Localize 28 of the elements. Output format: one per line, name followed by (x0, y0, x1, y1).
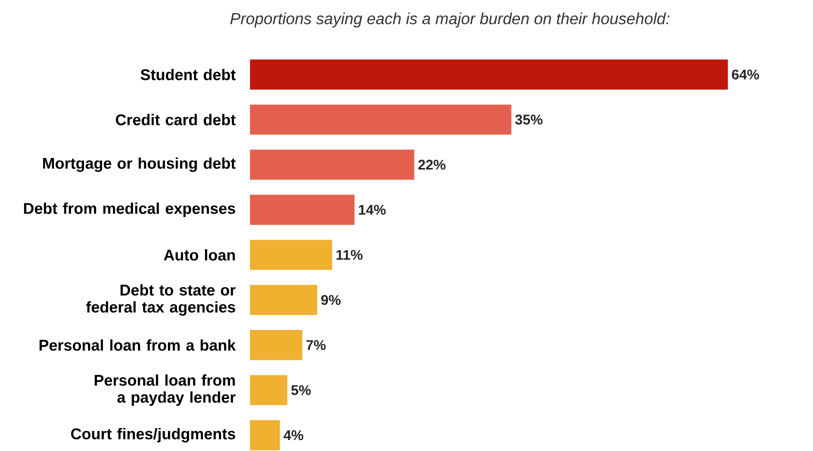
bar (250, 194, 355, 225)
y-tick-label: Debt to state or federal tax agencies (86, 284, 236, 316)
bar (250, 284, 318, 316)
data-label: 35% (515, 114, 543, 125)
bar (250, 150, 414, 180)
bar (250, 420, 280, 450)
y-tick-label: Court fines/judgments (71, 428, 236, 442)
y-tick-label: Credit card debt (116, 114, 236, 126)
data-label: 22% (418, 160, 446, 170)
y-tick-label: Personal loan from a bank (40, 339, 236, 351)
data-label: 11% (336, 250, 363, 260)
data-label: 9% (321, 295, 341, 305)
y-tick-label: Debt from medical expenses (24, 202, 236, 218)
bar (250, 104, 512, 135)
y-tick-label: Auto loan (164, 249, 235, 261)
data-label: 5% (291, 385, 311, 396)
data-label: 14% (358, 204, 386, 215)
data-label: 64% (732, 70, 760, 80)
bar (250, 240, 332, 270)
y-tick-label: Student debt (140, 68, 236, 80)
y-tick-label: Mortgage or housing debt (43, 157, 236, 172)
bar (250, 330, 302, 360)
bar (250, 59, 728, 90)
bar (250, 375, 288, 406)
chart-title: Proportions saying each is a major burden on their household: (230, 12, 670, 28)
data-label: 7% (306, 340, 326, 350)
y-tick-label: Personal loan from a payday lender (94, 374, 236, 406)
data-label: 4% (284, 430, 304, 440)
